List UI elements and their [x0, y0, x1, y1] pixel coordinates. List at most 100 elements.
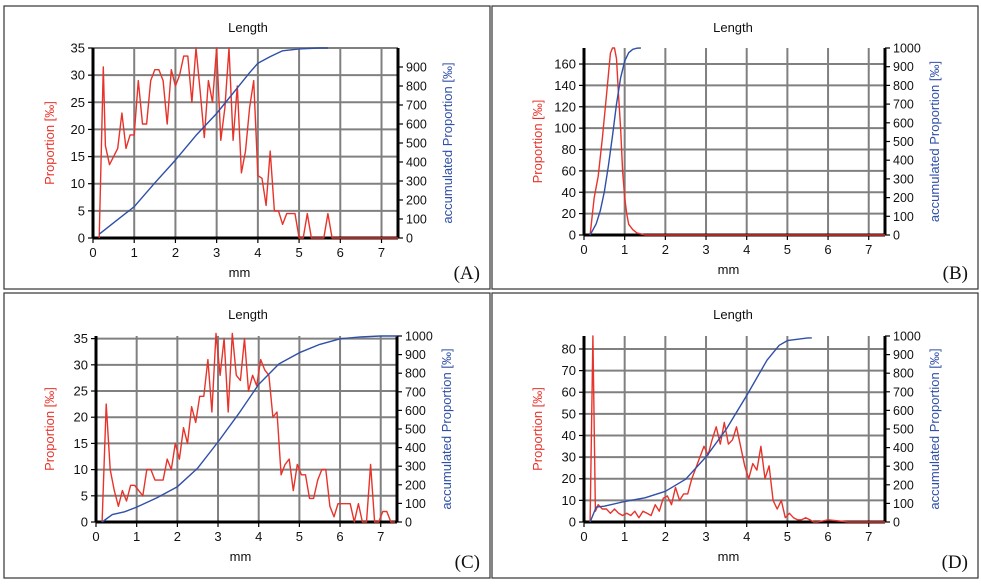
y-left-tick-label: 25	[74, 384, 88, 399]
x-tick-label: 2	[662, 242, 669, 257]
y-left-tick-label: 160	[554, 57, 576, 72]
x-tick-label: 4	[743, 529, 750, 544]
y-right-tick-label: 500	[405, 423, 426, 437]
series-line-accumulated	[589, 337, 812, 523]
y-axis-label-right: accumulated Proportion [‰]	[439, 348, 454, 509]
y-right-tick-label: 1000	[405, 330, 433, 344]
x-tick-label: 4	[254, 245, 261, 260]
panel-label: (B)	[943, 263, 968, 284]
series-line-accumulated	[98, 47, 328, 235]
x-tick-label: 4	[743, 242, 750, 257]
y-axis-label-left: Proportion [‰]	[530, 100, 545, 184]
y-right-tick-label: 500	[893, 135, 914, 149]
y-right-tick-label: 200	[406, 194, 427, 208]
y-left-tick-label: 35	[71, 41, 85, 56]
panel-frame	[491, 5, 979, 290]
y-right-tick-label: 100	[893, 497, 914, 511]
x-tick-label: 7	[377, 529, 384, 544]
y-left-tick-label: 20	[562, 206, 576, 221]
y-right-tick-label: 800	[893, 367, 914, 381]
y-right-tick-label: 300	[893, 460, 914, 474]
y-right-tick-label: 0	[406, 232, 413, 246]
y-right-tick-label: 100	[405, 497, 426, 511]
x-tick-label: 2	[174, 529, 181, 544]
y-axis-label-right: accumulated Proportion [‰]	[927, 61, 942, 222]
y-left-tick-label: 0	[81, 515, 88, 530]
panel-label: (C)	[455, 552, 480, 573]
x-tick-label: 1	[131, 245, 138, 260]
y-left-tick-label: 20	[74, 410, 88, 425]
y-axis-label-right: accumulated Proportion [‰]	[927, 348, 942, 509]
y-right-tick-label: 400	[893, 441, 914, 455]
y-right-tick-label: 500	[406, 137, 427, 151]
series-line-proportion	[589, 47, 885, 236]
x-tick-label: 3	[702, 242, 709, 257]
x-tick-label: 2	[172, 245, 179, 260]
y-right-tick-label: 1000	[893, 330, 921, 344]
y-left-tick-label: 50	[562, 406, 576, 421]
y-left-tick-label: 60	[562, 385, 576, 400]
x-axis-label: mm	[229, 265, 251, 280]
chart-title: Length	[713, 20, 753, 35]
x-tick-label: 7	[378, 245, 385, 260]
x-tick-label: 1	[133, 529, 140, 544]
y-left-tick-label: 40	[562, 428, 576, 443]
y-left-tick-label: 5	[81, 488, 88, 503]
chart-title: Length	[713, 307, 753, 322]
y-axis-label-right: accumulated Proportion [‰]	[440, 62, 455, 223]
x-tick-label: 2	[662, 529, 669, 544]
y-right-tick-label: 600	[893, 116, 914, 130]
x-axis-label: mm	[718, 549, 740, 564]
y-left-tick-label: 15	[71, 149, 85, 164]
chart-title: Length	[228, 307, 268, 322]
y-right-tick-label: 700	[406, 99, 427, 113]
x-tick-label: 3	[214, 529, 221, 544]
y-right-tick-label: 0	[893, 516, 900, 530]
y-left-tick-label: 30	[562, 450, 576, 465]
panel-frame	[3, 292, 491, 579]
y-right-tick-label: 100	[893, 210, 914, 224]
y-left-tick-label: 140	[554, 78, 576, 93]
panel-4: 0 1 2 3 4 5 6 701020304050607080010020030040050…	[491, 292, 979, 579]
x-tick-label: 0	[580, 242, 587, 257]
y-left-tick-label: 80	[562, 142, 576, 157]
panel-label: (D)	[942, 552, 968, 573]
y-right-tick-label: 400	[893, 154, 914, 168]
y-left-tick-label: 5	[78, 203, 85, 218]
y-right-tick-label: 900	[893, 60, 914, 74]
x-tick-label: 0	[89, 245, 96, 260]
y-right-tick-label: 200	[405, 478, 426, 492]
y-left-tick-label: 60	[562, 163, 576, 178]
y-right-tick-label: 0	[893, 229, 900, 243]
x-axis-label: mm	[230, 549, 252, 564]
y-right-tick-label: 700	[405, 385, 426, 399]
y-right-tick-label: 800	[406, 80, 427, 94]
series-line-accumulated	[101, 335, 397, 523]
x-tick-label: 7	[865, 529, 872, 544]
y-right-tick-label: 600	[893, 404, 914, 418]
y-right-tick-label: 600	[406, 118, 427, 132]
x-tick-label: 5	[295, 245, 302, 260]
y-left-tick-label: 0	[569, 515, 576, 530]
y-axis-label-left: Proportion [‰]	[42, 387, 57, 471]
y-left-tick-label: 10	[562, 493, 576, 508]
panel-2: 0 1 2 3 4 5 6 7 0 20 40 60 80 100 120 140 160 0 100 200 300 4…	[491, 5, 979, 290]
y-left-tick-label: 10	[71, 176, 85, 191]
y-left-tick-label: 25	[71, 95, 85, 110]
y-right-tick-label: 0	[405, 516, 412, 530]
y-axis-label-left: Proportion [‰]	[42, 101, 57, 185]
y-left-tick-label: 40	[562, 185, 576, 200]
x-tick-label: 1	[621, 529, 628, 544]
x-tick-label: 5	[784, 529, 791, 544]
y-left-tick-label: 30	[71, 68, 85, 83]
x-tick-label: 3	[213, 245, 220, 260]
y-right-tick-label: 700	[893, 98, 914, 112]
y-right-tick-label: 800	[893, 79, 914, 93]
series-line-accumulated	[589, 47, 641, 236]
panel-label: (A)	[454, 263, 480, 284]
panel-3: 0 1 2 3 4 5 6 7 0 5 10 15 20 25 30 35 0 100 200 300 400 500 60…	[3, 292, 491, 579]
x-axis-label: mm	[718, 262, 740, 277]
x-tick-label: 6	[336, 529, 343, 544]
x-tick-label: 5	[784, 242, 791, 257]
